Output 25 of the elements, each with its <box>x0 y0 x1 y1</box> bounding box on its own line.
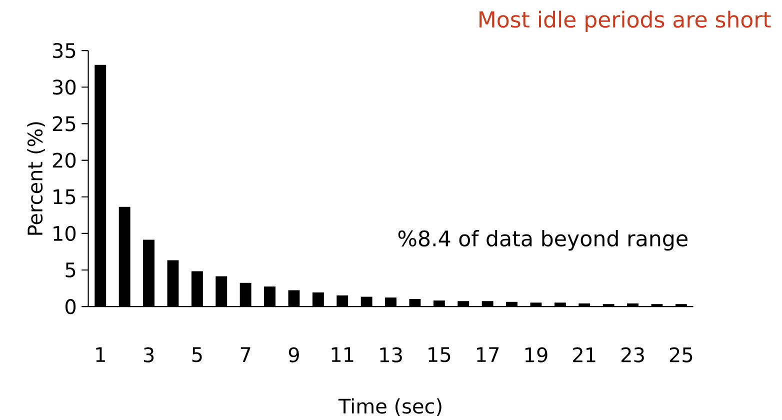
x-axis-title: Time (sec) <box>338 398 442 416</box>
x-tick-label: 15 <box>428 347 450 362</box>
x-tick-label: 7 <box>240 347 250 362</box>
y-tick-label: 15 <box>54 189 76 204</box>
y-axis-title: Percent (%) <box>27 122 45 235</box>
y-tick-label: 20 <box>52 152 76 168</box>
x-tick-label: 13 <box>380 347 402 362</box>
x-tick-label: 9 <box>288 347 299 362</box>
x-tick-label: 5 <box>192 347 202 362</box>
x-tick-label: 23 <box>622 347 644 362</box>
x-tick-label: 19 <box>525 347 548 362</box>
chart-title: Most idle periods are short <box>480 10 771 32</box>
y-tick-label: 5 <box>66 262 76 278</box>
annotation: %8.4 of data beyond range <box>398 230 688 251</box>
x-tick-label: 3 <box>144 347 154 362</box>
y-tick-label: 35 <box>52 43 76 58</box>
y-tick-label: 0 <box>65 298 76 314</box>
x-tick-label: 21 <box>573 347 596 362</box>
x-tick-label: 11 <box>332 347 354 362</box>
x-tick-label: 17 <box>477 347 499 362</box>
y-tick-label: 25 <box>52 116 76 132</box>
y-tick-label: 30 <box>52 80 76 95</box>
x-tick-label: 25 <box>670 347 692 362</box>
x-tick-label: 1 <box>96 347 105 362</box>
y-tick-label: 10 <box>54 226 76 241</box>
